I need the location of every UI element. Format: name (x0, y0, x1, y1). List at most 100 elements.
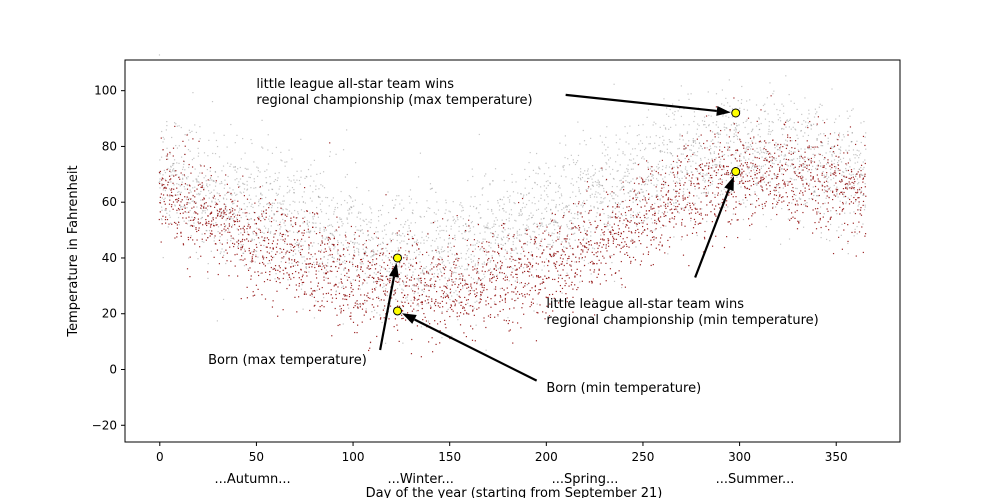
data-point-min (327, 236, 329, 238)
data-point-max (534, 181, 536, 184)
data-point-max (577, 176, 580, 179)
data-point-min (160, 241, 162, 243)
data-point-min (715, 215, 717, 217)
data-point-min (650, 244, 652, 246)
data-point-min (300, 268, 302, 270)
data-point-min (328, 237, 331, 239)
data-point-max (599, 135, 601, 137)
data-point-min (646, 160, 648, 162)
data-point-min (232, 213, 234, 216)
data-point-max (658, 144, 660, 147)
data-point-min (249, 267, 251, 269)
data-point-max (680, 207, 682, 209)
data-point-min (176, 227, 178, 229)
data-point-min (444, 296, 447, 299)
data-point-max (584, 203, 587, 205)
data-point-min (363, 314, 365, 316)
data-point-max (655, 123, 657, 125)
data-point-max (256, 234, 258, 236)
data-point-min (715, 172, 718, 174)
data-point-max (441, 262, 443, 264)
data-point-min (459, 278, 461, 280)
data-point-max (568, 164, 571, 166)
data-point-min (445, 327, 447, 329)
data-point-max (166, 124, 168, 127)
data-point-min (343, 309, 345, 312)
data-point-min (548, 315, 551, 317)
data-point-max (527, 283, 529, 286)
data-point-max (541, 269, 543, 271)
data-point-max (344, 255, 346, 258)
data-point-min (331, 301, 333, 303)
data-point-min (590, 209, 592, 211)
data-point-max (477, 270, 479, 273)
data-point-max (441, 229, 443, 232)
data-point-min (711, 204, 714, 206)
data-point-max (476, 242, 478, 244)
data-point-max (387, 243, 389, 245)
data-point-max (298, 246, 300, 249)
data-point-min (534, 285, 537, 287)
data-point-min (579, 275, 582, 277)
data-point-min (331, 297, 334, 299)
data-point-max (662, 178, 664, 180)
data-point-max (257, 170, 260, 172)
data-point-min (553, 253, 555, 255)
data-point-max (541, 245, 543, 247)
data-point-max (516, 279, 519, 281)
data-point-min (192, 239, 194, 241)
data-point-min (664, 211, 666, 213)
data-point-min (282, 248, 285, 251)
data-point-min (485, 326, 487, 329)
data-point-max (405, 268, 407, 270)
data-point-max (639, 140, 642, 142)
data-point-min (626, 206, 628, 208)
data-point-max (474, 301, 476, 303)
data-point-min (499, 310, 501, 312)
data-point-min (262, 256, 264, 258)
data-point-max (423, 267, 425, 269)
data-point-min (314, 266, 316, 269)
data-point-min (393, 326, 395, 328)
data-point-max (406, 299, 408, 301)
data-point-min (694, 223, 696, 226)
data-point-max (503, 210, 505, 212)
data-point-max (520, 210, 522, 213)
data-point-max (487, 200, 489, 203)
data-point-min (447, 297, 450, 299)
data-point-min (710, 200, 712, 202)
data-point-max (663, 144, 665, 146)
data-point-min (171, 204, 173, 206)
data-point-max (574, 232, 576, 234)
data-point-max (621, 200, 623, 203)
data-point-max (246, 231, 249, 233)
data-point-max (605, 136, 607, 139)
data-point-max (348, 253, 350, 256)
data-point-min (557, 251, 559, 253)
data-point-min (464, 284, 466, 286)
data-point-max (707, 192, 709, 195)
data-point-max (582, 204, 584, 207)
data-point-min (423, 288, 425, 290)
data-point-max (597, 179, 599, 181)
data-point-max (696, 155, 698, 157)
data-point-min (181, 183, 183, 186)
data-point-max (547, 184, 549, 187)
data-point-min (602, 232, 604, 234)
data-point-max (522, 248, 524, 250)
data-point-max (491, 255, 493, 257)
data-point-min (589, 269, 591, 271)
data-point-min (572, 227, 574, 229)
data-point-max (680, 239, 683, 241)
data-point-max (496, 219, 498, 221)
data-point-min (571, 227, 573, 229)
data-point-min (378, 297, 380, 300)
data-point-min (721, 151, 723, 153)
data-point-min (711, 245, 714, 247)
data-point-max (180, 156, 183, 158)
data-point-max (280, 226, 282, 228)
data-point-max (298, 201, 301, 203)
data-point-max (179, 185, 181, 187)
data-point-min (453, 301, 455, 303)
data-point-max (560, 193, 563, 195)
